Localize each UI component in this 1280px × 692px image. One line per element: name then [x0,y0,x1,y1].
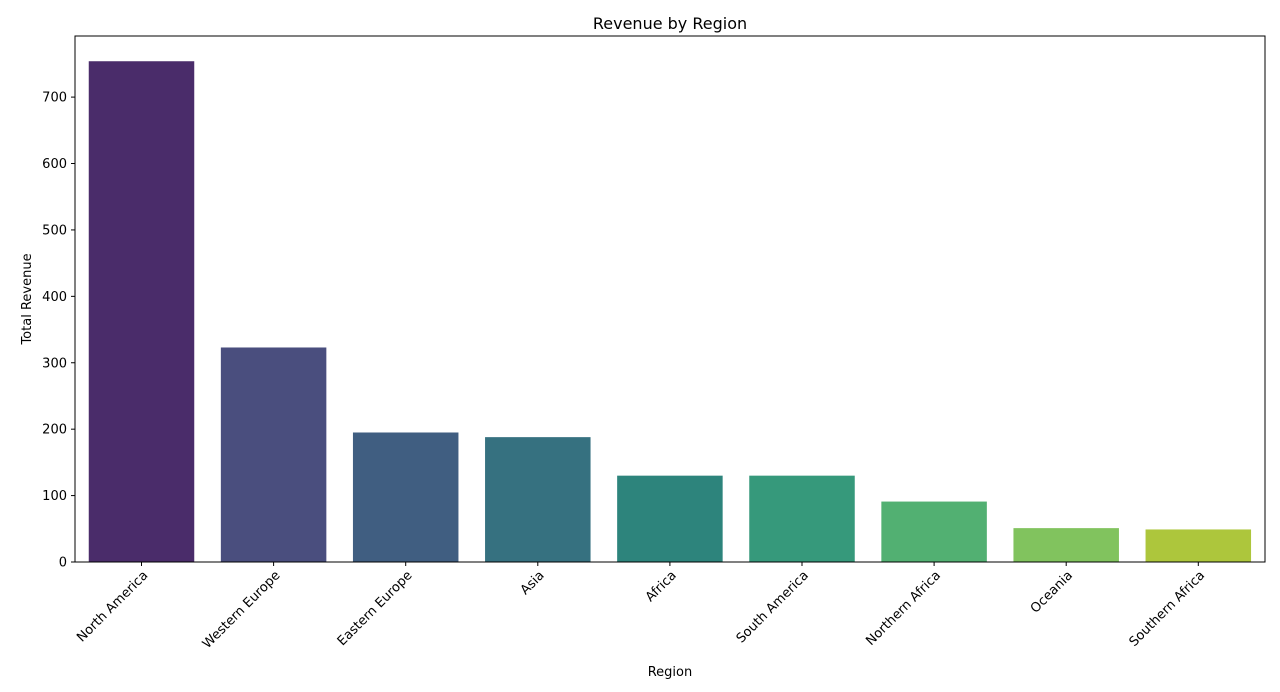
bar-eastern-europe [352,432,459,562]
y-tick-label: 100 [42,489,67,504]
bars-group [88,61,1252,563]
chart-title: Revenue by Region [593,14,747,33]
x-axis: North America Western Europe Eastern Europ… [74,562,1208,652]
y-axis: 0 100 200 300 400 500 600 700 [42,91,75,571]
y-tick-label: 200 [42,423,67,438]
bar-north-america [88,61,195,563]
bar-south-america [749,475,855,562]
x-tick-label: South America [734,568,812,646]
x-axis-title: Region [648,665,693,680]
y-tick-label: 500 [42,223,67,238]
x-tick-label: Asia [518,568,548,598]
x-tick-label: Oceania [1028,568,1076,616]
y-tick-label: 400 [42,290,67,305]
bar-asia [485,437,591,562]
bar-africa [617,475,723,562]
bar-northern-africa [881,501,987,562]
bar-oceania [1013,528,1119,562]
y-tick-label: 300 [42,356,67,371]
x-tick-label: Africa [643,568,680,605]
bar-southern-africa [1145,529,1252,562]
y-tick-label: 700 [42,91,67,106]
y-tick-label: 600 [42,157,67,172]
y-tick-label: 0 [59,556,67,571]
x-tick-label: North America [74,568,151,645]
y-axis-title: Total Revenue [20,253,35,345]
x-tick-label: Southern Africa [1127,568,1209,650]
x-tick-label: Eastern Europe [335,568,416,649]
x-tick-label: Northern Africa [863,568,944,649]
bar-western-europe [220,347,327,562]
x-tick-label: Western Europe [200,568,284,652]
